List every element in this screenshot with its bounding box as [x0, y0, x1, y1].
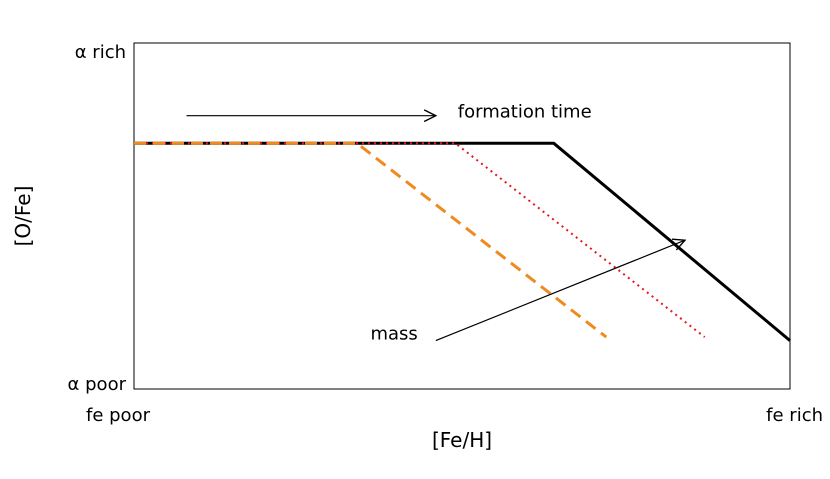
- y-tick-label-top: α rich: [75, 42, 126, 63]
- x-tick-label-right: fe rich: [766, 405, 823, 426]
- annotation-label-mass: mass: [370, 324, 417, 345]
- series-line-dotted: [134, 142, 706, 338]
- x-axis-label: [Fe/H]: [432, 428, 492, 452]
- annotation-arrow-mass: [435, 240, 685, 342]
- annotation-label-formation-time: formation time: [458, 102, 592, 123]
- x-tick-label-left: fe poor: [86, 405, 151, 426]
- plot-frame: [133, 42, 791, 390]
- series-layer: [134, 141, 791, 342]
- y-axis-label: [O/Fe]: [11, 186, 35, 247]
- series-line-dashed: [134, 141, 608, 339]
- annotation-layer: formation time mass: [186, 102, 686, 345]
- series-line-solid: [134, 141, 791, 342]
- y-tick-label-bottom: α poor: [68, 374, 127, 395]
